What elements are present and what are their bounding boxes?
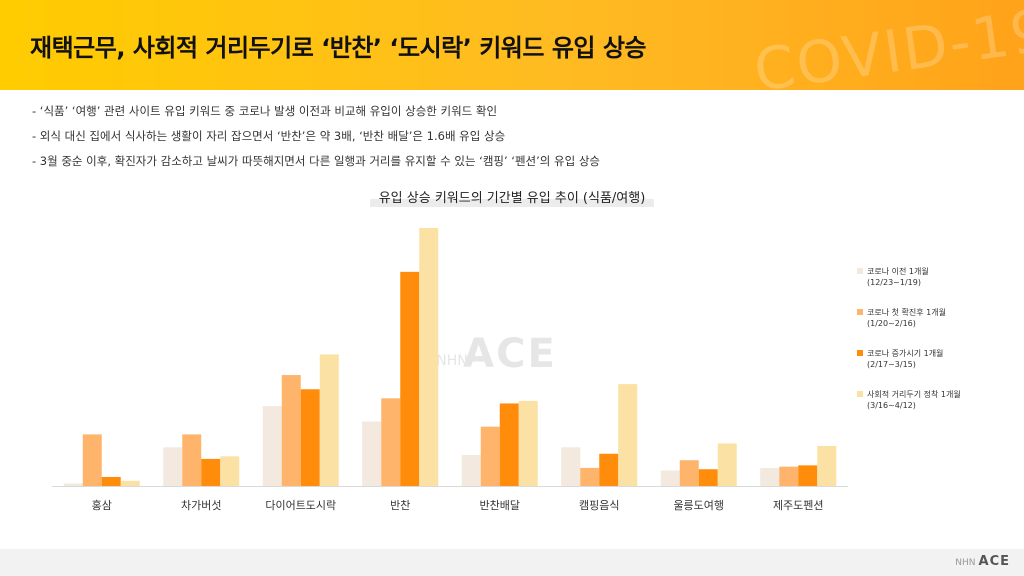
header-banner: 재택근무, 사회적 거리두기로 ‘반찬’ ‘도시락’ 키워드 유입 상승 COV… <box>0 0 1024 90</box>
footer-logo: NHN ACE <box>955 554 1010 569</box>
bullet-item: - 3월 중순 이후, 확진자가 감소하고 날씨가 따뜻해지면서 다른 일행과 … <box>32 154 600 168</box>
bullet-list: - ‘식품’ ‘여행’ 관련 사이트 유입 키워드 중 코로나 발생 이전과 비… <box>32 101 932 176</box>
x-tick-label: 울릉도여행 <box>673 499 724 512</box>
x-tick-label: 제주도펜션 <box>773 499 824 512</box>
legend-swatch <box>857 309 863 315</box>
legend-period: (2/17~3/15) <box>867 360 916 369</box>
x-tick-label: 홍삼 <box>92 498 112 512</box>
bar <box>561 447 581 486</box>
bar <box>618 384 638 486</box>
bar <box>120 480 140 486</box>
chart-watermark-nn: NHN <box>436 353 467 369</box>
bar <box>461 455 481 486</box>
bar <box>362 421 382 486</box>
legend-label: 코로나 증가시기 1개월 <box>867 348 943 358</box>
chart-container: 유입 상승 키워드의 기간별 유입 추이 (식품/여행) ACE NHN 홍삼 차가버섯… <box>0 180 1024 520</box>
footer-logo-nn: NHN <box>955 558 976 568</box>
legend-label: 코로나 이전 1개월 <box>867 266 929 276</box>
x-tick-label: 다이어트도시락 <box>265 499 336 512</box>
bar <box>281 375 301 486</box>
page-title: 재택근무, 사회적 거리두기로 ‘반찬’ ‘도시락’ 키워드 유입 상승 <box>30 34 647 62</box>
bar <box>381 398 401 486</box>
legend-period: (1/20~2/16) <box>867 319 916 328</box>
bar <box>760 467 780 486</box>
bar <box>400 271 420 486</box>
bar <box>101 476 121 486</box>
bar <box>182 434 202 486</box>
bar <box>499 403 519 486</box>
chart-watermark-logo: ACE <box>463 331 557 377</box>
bar <box>599 453 619 486</box>
legend-swatch <box>857 391 863 397</box>
bar <box>419 228 439 486</box>
header-watermark: COVID-19 <box>749 0 1024 90</box>
footer-logo-ace: ACE <box>978 554 1010 569</box>
x-tick-label: 반찬 <box>390 498 410 512</box>
chart-title-highlight <box>370 199 654 207</box>
bar <box>798 465 818 486</box>
bar <box>779 466 799 486</box>
bar <box>201 458 221 486</box>
bar <box>82 434 102 486</box>
x-tick-label: 반찬배달 <box>480 498 520 512</box>
legend-period: (12/23~1/19) <box>867 278 921 287</box>
bar <box>679 460 699 486</box>
legend-period: (3/16~4/12) <box>867 401 916 410</box>
bar <box>163 447 183 486</box>
bar <box>63 483 83 486</box>
bar <box>660 470 680 486</box>
legend-swatch <box>857 350 863 356</box>
legend-swatch <box>857 268 863 274</box>
chart-title: 유입 상승 키워드의 기간별 유입 추이 (식품/여행) <box>379 190 646 206</box>
bar <box>580 467 600 486</box>
x-tick-label: 캠핑음식 <box>579 499 619 512</box>
bar <box>300 389 320 486</box>
footer-bar: NHN ACE <box>0 549 1024 576</box>
legend-label: 코로나 첫 확진후 1개월 <box>867 307 946 317</box>
bullet-item: - 외식 대신 집에서 식사하는 생활이 자리 잡으면서 ‘반찬’은 약 3배,… <box>32 129 506 143</box>
bar <box>262 406 282 486</box>
bar <box>698 469 718 486</box>
bar <box>717 443 737 486</box>
legend-label: 사회적 거리두기 정착 1개월 <box>867 389 961 399</box>
bar <box>518 400 538 486</box>
x-tick-label: 차가버섯 <box>181 499 221 512</box>
bar <box>480 426 500 486</box>
bar <box>817 446 837 486</box>
bar <box>220 456 240 486</box>
bar <box>319 354 339 486</box>
bullet-item: - ‘식품’ ‘여행’ 관련 사이트 유입 키워드 중 코로나 발생 이전과 비… <box>32 104 498 118</box>
